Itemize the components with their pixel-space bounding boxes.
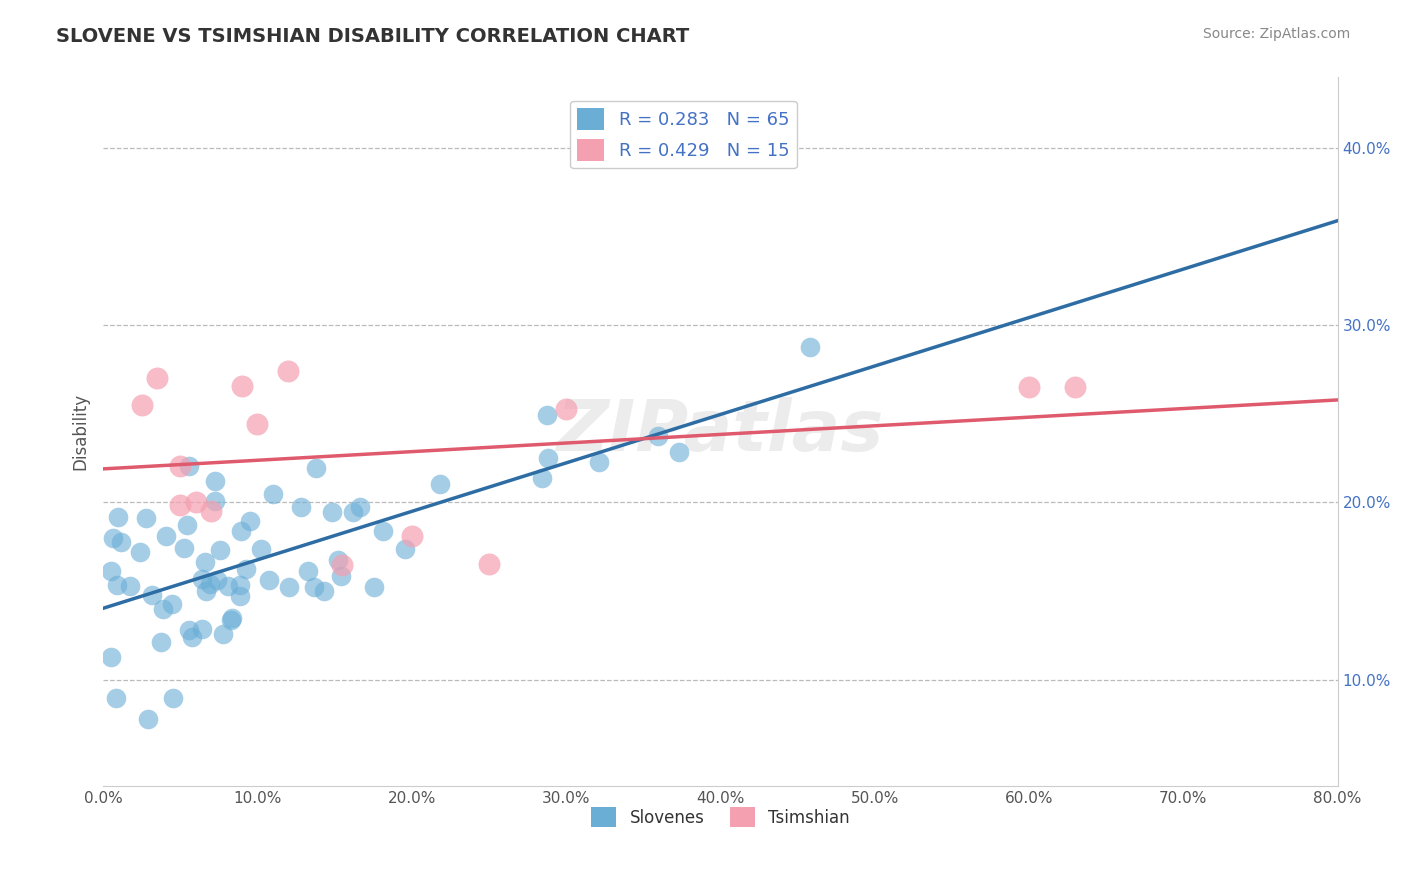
Text: ZIPatlas: ZIPatlas <box>557 397 884 467</box>
Point <box>162 691 184 706</box>
Point <box>191 623 214 637</box>
Point <box>217 579 239 593</box>
Point <box>229 524 252 538</box>
Point <box>195 584 218 599</box>
Point <box>169 458 191 473</box>
Point <box>212 627 235 641</box>
Point <box>103 531 125 545</box>
Point <box>373 524 395 539</box>
Point <box>110 534 132 549</box>
Point <box>105 578 128 592</box>
Point <box>394 541 416 556</box>
Point <box>204 493 226 508</box>
Point <box>221 611 243 625</box>
Point <box>330 558 353 572</box>
Point <box>1064 380 1087 394</box>
Point <box>135 510 157 524</box>
Point <box>555 402 578 417</box>
Point <box>259 574 281 588</box>
Point <box>328 553 350 567</box>
Point <box>530 471 553 485</box>
Point <box>173 541 195 556</box>
Point <box>150 635 173 649</box>
Point <box>198 577 221 591</box>
Point <box>152 601 174 615</box>
Point <box>179 458 201 473</box>
Point <box>169 498 191 512</box>
Point <box>312 583 335 598</box>
Point <box>141 588 163 602</box>
Point <box>321 505 343 519</box>
Point <box>100 564 122 578</box>
Point <box>290 500 312 514</box>
Point <box>176 518 198 533</box>
Point <box>588 455 610 469</box>
Point <box>478 557 501 571</box>
Point <box>262 487 284 501</box>
Point <box>177 623 200 637</box>
Point <box>429 477 451 491</box>
Point <box>246 417 269 431</box>
Point <box>1018 380 1040 394</box>
Y-axis label: Disability: Disability <box>72 393 89 470</box>
Point <box>363 580 385 594</box>
Point <box>205 573 228 587</box>
Point <box>231 379 253 393</box>
Point <box>155 529 177 543</box>
Point <box>204 474 226 488</box>
Point <box>536 408 558 422</box>
Point <box>342 505 364 519</box>
Point <box>191 572 214 586</box>
Point <box>129 545 152 559</box>
Point <box>401 529 423 543</box>
Point <box>184 495 207 509</box>
Point <box>194 555 217 569</box>
Point <box>104 691 127 706</box>
Point <box>200 504 222 518</box>
Point <box>221 613 243 627</box>
Point <box>131 398 153 412</box>
Point <box>278 581 301 595</box>
Point <box>799 340 821 354</box>
Point <box>305 461 328 475</box>
Point <box>181 630 204 644</box>
Point <box>107 510 129 524</box>
Legend: Slovenes, Tsimshian: Slovenes, Tsimshian <box>585 800 856 834</box>
Point <box>537 450 560 465</box>
Point <box>668 444 690 458</box>
Text: Source: ZipAtlas.com: Source: ZipAtlas.com <box>1202 27 1350 41</box>
Point <box>235 562 257 576</box>
Point <box>136 712 159 726</box>
Point <box>277 363 299 377</box>
Point <box>297 565 319 579</box>
Point <box>229 589 252 603</box>
Point <box>118 579 141 593</box>
Point <box>249 541 271 556</box>
Point <box>229 578 252 592</box>
Point <box>330 568 353 582</box>
Text: SLOVENE VS TSIMSHIAN DISABILITY CORRELATION CHART: SLOVENE VS TSIMSHIAN DISABILITY CORRELAT… <box>56 27 689 45</box>
Point <box>100 649 122 664</box>
Point <box>647 428 669 442</box>
Point <box>302 580 325 594</box>
Point <box>208 543 231 558</box>
Point <box>239 514 262 528</box>
Point <box>160 597 183 611</box>
Point <box>146 371 169 385</box>
Point <box>349 500 371 514</box>
